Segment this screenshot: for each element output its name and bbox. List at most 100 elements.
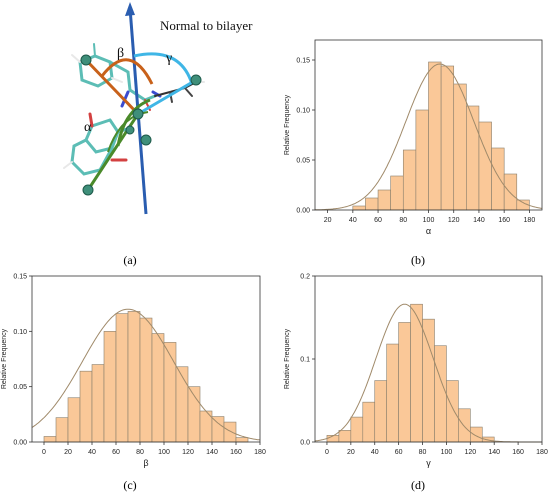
hist-c-bar-4 xyxy=(91,364,105,443)
hist-d-bar-11 xyxy=(458,408,471,443)
hist-c-fit-curve xyxy=(31,308,261,441)
hist-c-bar-7 xyxy=(127,311,141,443)
hist-b-ytick-label-0: 0.00 xyxy=(296,208,310,215)
hist-b-xtick-label-8: 180 xyxy=(524,217,536,224)
panel-label-c: (c) xyxy=(123,478,137,492)
hist-c-bar-10 xyxy=(163,342,177,443)
hist-c-bar-3 xyxy=(79,370,93,443)
hist-b-ylabel: Relative Frequency xyxy=(284,94,291,155)
hist-b-bar-8 xyxy=(453,83,467,211)
hist-c-xtick-label-8: 160 xyxy=(230,449,242,456)
atom-spheres xyxy=(80,54,202,196)
hist-c-bar-11 xyxy=(175,366,189,443)
histogram-beta: 0 20 40 60 80 100 120 140 160 180 0.00 0.05 0.10 0.15… xyxy=(1,274,266,469)
hist-c-frame xyxy=(31,275,261,443)
hist-b-xtick-label-7: 160 xyxy=(498,217,510,224)
hist-c-ytick-label-0: 0.00 xyxy=(13,440,27,447)
hist-c-xtick-label-5: 100 xyxy=(158,449,170,456)
hist-d-bar-12 xyxy=(470,426,483,443)
hist-c-xtick-label-9: 180 xyxy=(254,449,266,456)
hist-d-ytick-label-2: 0.2 xyxy=(300,274,310,281)
hist-c-xlabel: β xyxy=(143,458,148,468)
beta-arc xyxy=(100,58,154,85)
hist-c-xtick-label-7: 140 xyxy=(206,449,218,456)
hist-d-xtick-label-6: 120 xyxy=(464,449,476,456)
hist-d-xtick-label-8: 160 xyxy=(512,449,524,456)
normal-to-bilayer-label: Normal to bilayer xyxy=(160,18,253,33)
hist-d-ytick-label-0: 0.0 xyxy=(300,440,310,447)
hist-d-xtick-label-7: 140 xyxy=(488,449,500,456)
hist-c-bar-5 xyxy=(103,331,117,443)
hist-d-bar-6 xyxy=(398,322,411,443)
hist-b-ytick-label-1: 0.05 xyxy=(296,158,310,165)
hist-b-bar-4 xyxy=(402,149,417,211)
hist-c-ytick-label-2: 0.10 xyxy=(13,329,27,336)
hist-d-bar-1 xyxy=(338,430,352,443)
hist-c-xtick-label-3: 60 xyxy=(112,449,120,456)
hist-c-xtick-label-0: 0 xyxy=(42,449,46,456)
hist-d-xtick-label-1: 20 xyxy=(347,449,355,456)
panel-label-b: (b) xyxy=(411,253,425,267)
hist-b-bar-11 xyxy=(491,147,505,211)
histogram-gamma: 0 20 40 60 80 100 120 140 160 180 0.0 0.1 0.2 γ Relati… xyxy=(284,274,548,469)
hist-d-bar-2 xyxy=(350,416,364,443)
panel-label-a: (a) xyxy=(123,253,137,267)
hist-b-xtick-label-2: 60 xyxy=(374,217,382,224)
hist-b-ytick-label-2: 0.10 xyxy=(296,108,310,115)
hist-c-bar-2 xyxy=(67,397,81,443)
alpha-arc xyxy=(116,98,151,147)
hist-d-ylabel: Relative Frequency xyxy=(284,328,291,389)
hist-b-ytick-label-3: 0.15 xyxy=(296,58,310,65)
hist-d-xtick-label-5: 100 xyxy=(441,449,453,456)
hist-d-xtick-label-3: 60 xyxy=(395,449,403,456)
hist-c-xtick-label-4: 80 xyxy=(136,449,144,456)
hist-c-bar-14 xyxy=(211,416,225,443)
hist-b-xtick-label-4: 100 xyxy=(423,217,435,224)
hist-b-fit-curve xyxy=(315,63,543,211)
hist-c-bar-9 xyxy=(151,333,165,443)
hist-c-ylabel: Relative Frequency xyxy=(1,328,8,389)
hist-d-bar-3 xyxy=(362,401,376,443)
gamma-label: γ xyxy=(165,51,172,66)
hist-b-bar-3 xyxy=(390,175,404,211)
panel-label-d: (d) xyxy=(411,478,425,492)
molecule-illustration: Normal to bilayer β γ α xyxy=(63,2,253,215)
hist-d-bar-10 xyxy=(446,380,459,443)
hist-c-bar-1 xyxy=(55,417,69,443)
hist-c-bar-8 xyxy=(139,317,153,443)
hist-c-xtick-label-2: 40 xyxy=(88,449,96,456)
hist-b-xtick-label-6: 140 xyxy=(473,217,485,224)
hist-b-bar-5 xyxy=(415,109,429,211)
hist-d-bar-9 xyxy=(434,345,447,443)
hist-b-bar-7 xyxy=(440,65,455,211)
hist-c-bar-6 xyxy=(115,313,129,443)
hist-d-xlabel: γ xyxy=(426,458,431,468)
hist-c-xtick-label-1: 20 xyxy=(64,449,72,456)
hist-d-xtick-label-2: 40 xyxy=(371,449,379,456)
hist-d-xtick-label-0: 0 xyxy=(325,449,329,456)
hist-d-bar-8 xyxy=(422,318,435,443)
normal-axis-arrowhead xyxy=(125,2,135,16)
hist-b-xtick-label-5: 120 xyxy=(448,217,460,224)
hist-c-ytick-label-3: 0.15 xyxy=(13,274,27,281)
hist-d-ytick-label-1: 0.1 xyxy=(300,357,310,364)
hist-d-xtick-label-9: 180 xyxy=(536,449,548,456)
beta-label: β xyxy=(117,46,124,61)
hist-d-bar-4 xyxy=(374,380,387,443)
hist-c-bar-16 xyxy=(235,437,249,443)
hist-d-bar-5 xyxy=(386,343,399,443)
hist-c-bar-15 xyxy=(223,421,237,443)
hist-b-bar-6 xyxy=(428,61,442,211)
hist-c-xtick-label-6: 120 xyxy=(182,449,194,456)
hist-b-bar-0 xyxy=(352,205,366,211)
hist-b-bar-9 xyxy=(466,105,480,211)
hist-b-xtick-label-0: 20 xyxy=(324,217,332,224)
hist-b-bar-10 xyxy=(478,121,492,211)
hist-b-bar-12 xyxy=(503,173,518,211)
hist-b-bar-1 xyxy=(365,197,379,211)
hist-d-xtick-label-4: 80 xyxy=(419,449,427,456)
hist-c-ytick-label-1: 0.05 xyxy=(13,384,27,391)
hist-b-xlabel: α xyxy=(426,226,431,236)
hist-b-xtick-label-3: 80 xyxy=(399,217,407,224)
histogram-alpha: 20 40 60 80 100 120 140 160 180 0.00 0.05 0.10 0.15 α… xyxy=(284,39,543,236)
